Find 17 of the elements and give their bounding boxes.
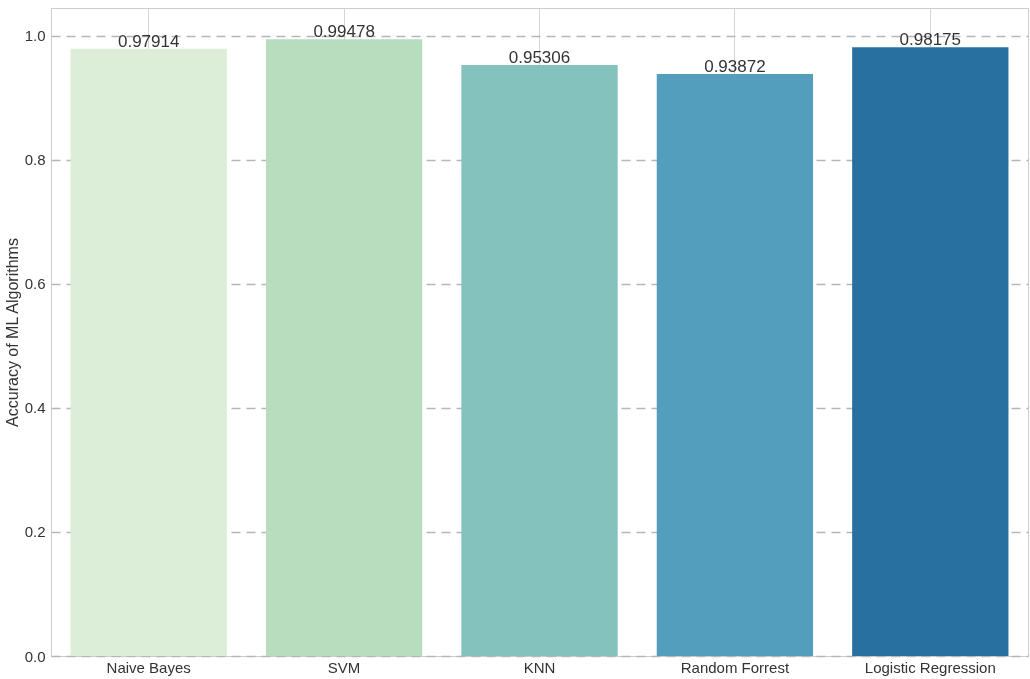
data-label: 0.93872 <box>704 56 766 76</box>
data-label: 0.98175 <box>899 30 962 50</box>
y-tick-label: 1.0 <box>24 27 46 45</box>
x-tick-label: KNN <box>523 658 556 676</box>
data-label: 0.97914 <box>117 31 180 51</box>
y-tick-label: 0.8 <box>24 151 46 169</box>
x-tick-label: Naive Bayes <box>106 658 191 676</box>
y-tick-label: 0.4 <box>24 399 46 417</box>
x-tick-label: SVM <box>327 658 361 676</box>
y-axis-title: Accuracy of ML Algorithms <box>3 238 21 427</box>
x-tick-label: Logistic Regression <box>864 658 996 676</box>
data-label: 0.95306 <box>508 48 571 68</box>
y-tick-label: 0.0 <box>24 647 46 665</box>
data-label: 0.99478 <box>313 22 375 42</box>
y-tick-label: 0.6 <box>24 275 46 293</box>
x-tick-label: Random Forrest <box>680 658 790 676</box>
y-tick-label: 0.2 <box>24 523 46 541</box>
